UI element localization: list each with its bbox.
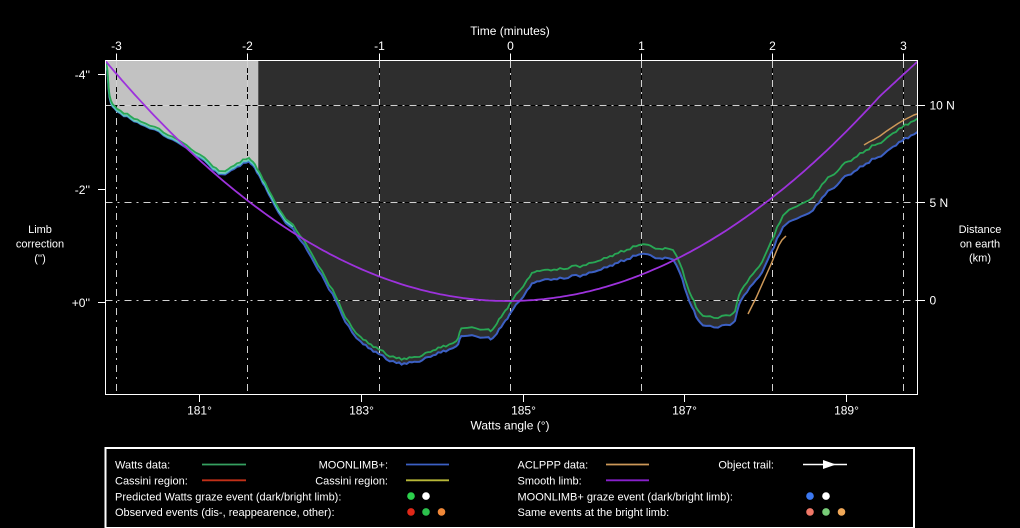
svg-text:181°: 181° [187, 404, 212, 418]
svg-text:189°: 189° [834, 404, 859, 418]
svg-text:(''): ('') [34, 253, 46, 265]
svg-text:185°: 185° [511, 404, 536, 418]
svg-text:183°: 183° [349, 404, 374, 418]
svg-text:(km): (km) [969, 253, 991, 265]
svg-text:Same events at the bright limb: Same events at the bright limb: [518, 507, 670, 519]
svg-text:ACLPPP data:: ACLPPP data: [518, 460, 589, 472]
svg-text:Predicted Watts graze event (d: Predicted Watts graze event (dark/bright… [115, 491, 341, 503]
svg-text:1: 1 [638, 39, 645, 53]
svg-text:2: 2 [769, 39, 776, 53]
svg-text:Distance: Distance [959, 224, 1002, 236]
svg-text:Watts data:: Watts data: [115, 460, 170, 472]
svg-text:Cassini region:: Cassini region: [315, 476, 388, 488]
svg-text:Watts angle (°): Watts angle (°) [470, 419, 549, 433]
svg-text:Cassini region:: Cassini region: [115, 476, 188, 488]
svg-text:3: 3 [900, 39, 907, 53]
svg-text:+0'': +0'' [72, 296, 90, 310]
svg-text:Smooth limb:: Smooth limb: [518, 476, 582, 488]
svg-text:on earth: on earth [960, 239, 1000, 251]
svg-text:correction: correction [16, 239, 64, 251]
svg-text:10 N: 10 N [930, 99, 955, 113]
svg-text:-2: -2 [242, 39, 253, 53]
svg-text:-2'': -2'' [75, 183, 90, 197]
svg-text:Limb: Limb [28, 224, 52, 236]
svg-text:0: 0 [930, 294, 937, 308]
svg-text:MOONLIMB+ graze event (dark/br: MOONLIMB+ graze event (dark/bright limb)… [518, 491, 734, 503]
svg-text:-4'': -4'' [75, 68, 90, 82]
svg-text:Observed events (dis-, reappea: Observed events (dis-, reappearence, oth… [115, 507, 335, 519]
svg-text:Time (minutes): Time (minutes) [470, 24, 550, 38]
svg-text:0: 0 [507, 39, 514, 53]
svg-text:-1: -1 [374, 39, 385, 53]
svg-text:MOONLIMB+:: MOONLIMB+: [319, 460, 388, 472]
svg-text:-3: -3 [111, 39, 122, 53]
svg-text:5 N: 5 N [930, 196, 949, 210]
svg-text:187°: 187° [672, 404, 697, 418]
svg-text:Object trail:: Object trail: [718, 460, 774, 472]
